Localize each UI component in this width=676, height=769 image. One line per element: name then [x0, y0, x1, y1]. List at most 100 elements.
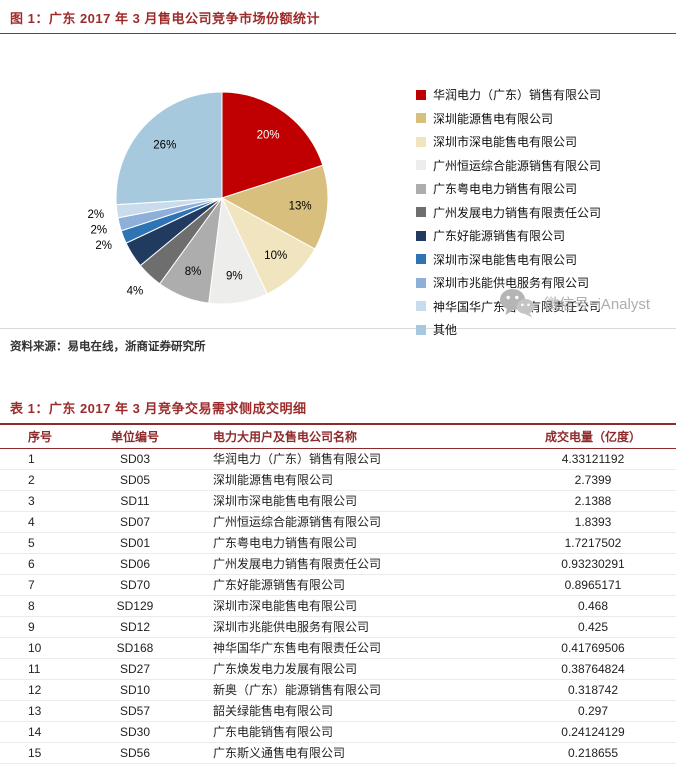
pie-slice-label: 8% — [185, 266, 202, 278]
table-row: 12 SD10 新奥（广东）能源销售有限公司 0.318742 — [0, 679, 676, 701]
cell-volume: 0.318742 — [510, 679, 676, 701]
legend-item: 广州发展电力销售有限责任公司 — [416, 204, 666, 221]
legend-label: 深圳市深电能售电有限公司 — [433, 135, 578, 149]
legend-item: 广东好能源销售有限公司 — [416, 227, 666, 244]
cell-index: 2 — [0, 469, 65, 491]
cell-company-name: 广东焕发电力发展有限公司 — [205, 658, 510, 680]
cell-index: 8 — [0, 595, 65, 617]
table-row: 5 SD01 广东粤电电力销售有限公司 1.7217502 — [0, 532, 676, 554]
cell-unit-code: SD129 — [65, 595, 205, 617]
cell-volume: 0.41769506 — [510, 637, 676, 659]
cell-unit-code: SD70 — [65, 574, 205, 596]
cell-volume: 0.425 — [510, 616, 676, 638]
cell-index: 15 — [0, 742, 65, 764]
table-title: 表 1：广东 2017 年 3 月竞争交易需求侧成交明细 — [0, 390, 676, 425]
cell-volume: 0.297 — [510, 700, 676, 722]
cell-index: 9 — [0, 616, 65, 638]
cell-unit-code: SD05 — [65, 469, 205, 491]
cell-volume: 1.8393 — [510, 511, 676, 533]
legend-swatch — [416, 207, 426, 217]
cell-volume: 0.8965171 — [510, 574, 676, 596]
table-row: 9 SD12 深圳市兆能供电服务有限公司 0.425 — [0, 616, 676, 638]
cell-index: 11 — [0, 658, 65, 680]
table-row: 11 SD27 广东焕发电力发展有限公司 0.38764824 — [0, 658, 676, 680]
pie-slice-label: 26% — [153, 139, 176, 151]
table-row: 15 SD56 广东斯义通售电有限公司 0.218655 — [0, 742, 676, 764]
cell-company-name: 深圳市深电能售电有限公司 — [205, 595, 510, 617]
cell-unit-code: SD03 — [65, 448, 205, 470]
table-row: 6 SD06 广州发展电力销售有限责任公司 0.93230291 — [0, 553, 676, 575]
cell-unit-code: SD30 — [65, 721, 205, 743]
table-row: 13 SD57 韶关绿能售电有限公司 0.297 — [0, 700, 676, 722]
cell-volume: 1.7217502 — [510, 532, 676, 554]
cell-unit-code: SD11 — [65, 490, 205, 512]
col-header-volume: 成交电量（亿度） — [510, 425, 676, 449]
figure-section: 图 1：广东 2017 年 3 月售电公司竞争市场份额统计 20% 13% 10% 9… — [0, 0, 676, 364]
col-header-index: 序号 — [0, 425, 65, 449]
legend-swatch — [416, 254, 426, 264]
pie-chart: 20% 13% 10% 9% 8% 4% 2% 2% 2% 26% — [87, 91, 329, 305]
table-row: 1 SD03 华润电力（广东）销售有限公司 4.33121192 — [0, 448, 676, 470]
table-row: 8 SD129 深圳市深电能售电有限公司 0.468 — [0, 595, 676, 617]
table-row: 2 SD05 深圳能源售电有限公司 2.7399 — [0, 469, 676, 491]
legend-label: 广州恒运综合能源销售有限公司 — [433, 158, 602, 173]
legend-item: 深圳市深电能售电有限公司 — [416, 133, 666, 150]
cell-unit-code: SD07 — [65, 511, 205, 533]
col-header-unit-code: 单位编号 — [65, 425, 205, 449]
pie-slice — [115, 91, 223, 206]
cell-company-name: 广东粤电电力销售有限公司 — [205, 532, 510, 554]
col-header-company-name: 电力大用户及售电公司名称 — [205, 425, 510, 449]
legend-swatch — [416, 324, 426, 335]
figure-source: 资料来源：易电在线，浙商证券研究所 — [0, 328, 676, 364]
cell-index: 5 — [0, 532, 65, 554]
table-row: 3 SD11 深圳市深电能售电有限公司 2.1388 — [0, 490, 676, 512]
table-row: 4 SD07 广州恒运综合能源销售有限公司 1.8393 — [0, 511, 676, 533]
cell-volume: 0.38764824 — [510, 658, 676, 680]
legend-swatch — [416, 230, 426, 241]
cell-unit-code: SD57 — [65, 700, 205, 722]
cell-volume: 2.1388 — [510, 490, 676, 512]
legend-label: 广东粤电电力销售有限公司 — [433, 182, 578, 196]
cell-volume: 4.33121192 — [510, 448, 676, 470]
cell-company-name: 华润电力（广东）销售有限公司 — [205, 448, 510, 470]
deals-table: 序号 单位编号 电力大用户及售电公司名称 成交电量（亿度） 1 SD03 华润电力（… — [0, 425, 676, 764]
chart-legend: 华润电力（广东）销售有限公司 深圳能源售电有限公司 深圳市深电能售电有限公司 广州恒运… — [416, 86, 666, 345]
table-row: 14 SD30 广东电能销售有限公司 0.24124129 — [0, 721, 676, 743]
legend-label: 华润电力（广东）销售有限公司 — [433, 88, 602, 102]
cell-company-name: 深圳市深电能售电有限公司 — [205, 490, 510, 512]
legend-item: 深圳市深电能售电有限公司 — [416, 251, 666, 268]
legend-item: 深圳能源售电有限公司 — [416, 110, 666, 127]
cell-index: 3 — [0, 490, 65, 512]
watermark: 微信号: iAnalyst — [499, 288, 650, 318]
legend-swatch — [416, 160, 426, 170]
cell-unit-code: SD06 — [65, 553, 205, 575]
legend-swatch — [416, 183, 426, 194]
cell-company-name: 广州恒运综合能源销售有限公司 — [205, 511, 510, 533]
legend-label: 广东好能源销售有限公司 — [433, 229, 566, 243]
cell-volume: 0.93230291 — [510, 553, 676, 575]
cell-unit-code: SD27 — [65, 658, 205, 680]
table-row: 10 SD168 神华国华广东售电有限责任公司 0.41769506 — [0, 637, 676, 659]
pie-slice-label: 10% — [264, 250, 287, 262]
cell-volume: 0.468 — [510, 595, 676, 617]
cell-unit-code: SD10 — [65, 679, 205, 701]
cell-company-name: 神华国华广东售电有限责任公司 — [205, 637, 510, 659]
legend-swatch — [416, 277, 426, 288]
pie-slice-label: 9% — [226, 271, 243, 283]
cell-index: 10 — [0, 637, 65, 659]
pie-slice — [220, 164, 329, 250]
table-section: 表 1：广东 2017 年 3 月竞争交易需求侧成交明细 序号 单位编号 电力大… — [0, 390, 676, 764]
cell-volume: 0.218655 — [510, 742, 676, 764]
cell-company-name: 广州发展电力销售有限责任公司 — [205, 553, 510, 575]
legend-label: 深圳市深电能售电有限公司 — [433, 252, 578, 267]
legend-item: 深圳市兆能供电服务有限公司 — [416, 274, 666, 291]
cell-company-name: 广东斯义通售电有限公司 — [205, 742, 510, 764]
cell-index: 7 — [0, 574, 65, 596]
pie-slice-label: 4% — [127, 286, 144, 298]
pie-slice-label: 2% — [87, 209, 104, 221]
wechat-icon — [500, 289, 535, 318]
legend-label: 深圳市兆能供电服务有限公司 — [433, 276, 590, 290]
watermark-text: 微信号: iAnalyst — [544, 295, 650, 313]
cell-index: 4 — [0, 511, 65, 533]
pie-chart-area: 20% 13% 10% 9% 8% 4% 2% 2% 2% 26% 华润电力（广东）销售有限公司深… — [0, 34, 676, 337]
